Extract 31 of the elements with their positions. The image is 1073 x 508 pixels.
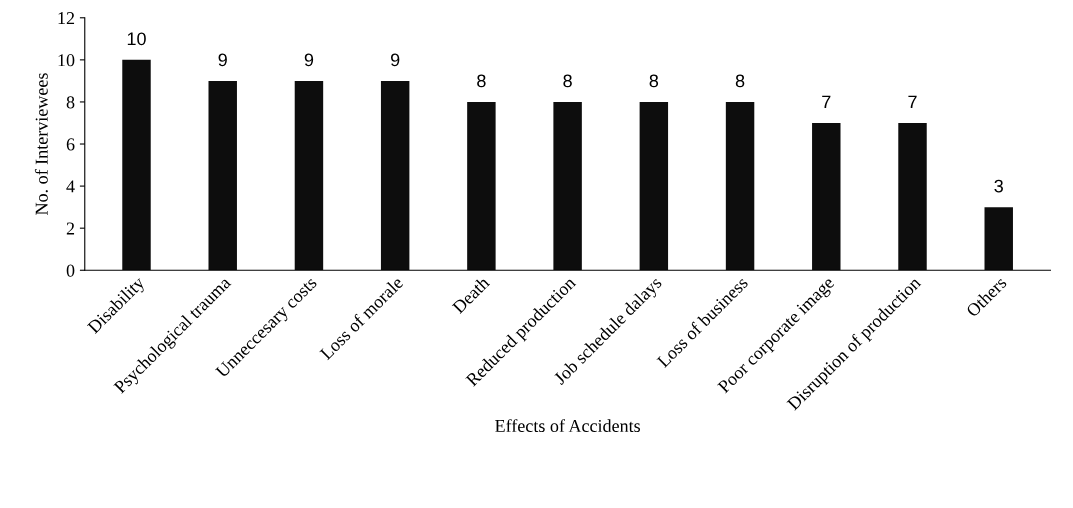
bar bbox=[812, 122, 841, 271]
y-tick-label: 0 bbox=[66, 264, 75, 277]
bar bbox=[898, 122, 927, 271]
y-tick-label: 8 bbox=[66, 96, 75, 109]
bar bbox=[467, 101, 496, 271]
y-axis-title: No. of Interviewees bbox=[34, 73, 48, 215]
data-label: 7 bbox=[908, 95, 917, 109]
bar bbox=[639, 101, 669, 271]
bar bbox=[122, 59, 151, 271]
data-label: 9 bbox=[304, 53, 314, 67]
y-tick-label: 2 bbox=[66, 222, 75, 235]
bar bbox=[208, 80, 237, 271]
y-tick-label: 12 bbox=[58, 12, 75, 25]
data-label: 9 bbox=[218, 53, 227, 67]
x-axis-title: Effects of Accidents bbox=[495, 419, 640, 433]
bar bbox=[725, 101, 755, 271]
y-tick-label: 10 bbox=[58, 54, 75, 67]
bar bbox=[553, 101, 582, 271]
bar bbox=[984, 207, 1013, 271]
data-label: 9 bbox=[391, 53, 400, 67]
data-label: 10 bbox=[127, 32, 146, 46]
data-label: 8 bbox=[649, 74, 659, 88]
data-label: 3 bbox=[994, 179, 1003, 193]
y-tick-label: 6 bbox=[66, 138, 75, 151]
data-label: 8 bbox=[735, 74, 745, 88]
data-label: 7 bbox=[822, 95, 831, 109]
bar bbox=[294, 80, 324, 271]
bar bbox=[380, 80, 410, 271]
data-label: 8 bbox=[477, 74, 486, 88]
data-label: 8 bbox=[563, 74, 572, 88]
y-tick-label: 4 bbox=[66, 180, 75, 193]
